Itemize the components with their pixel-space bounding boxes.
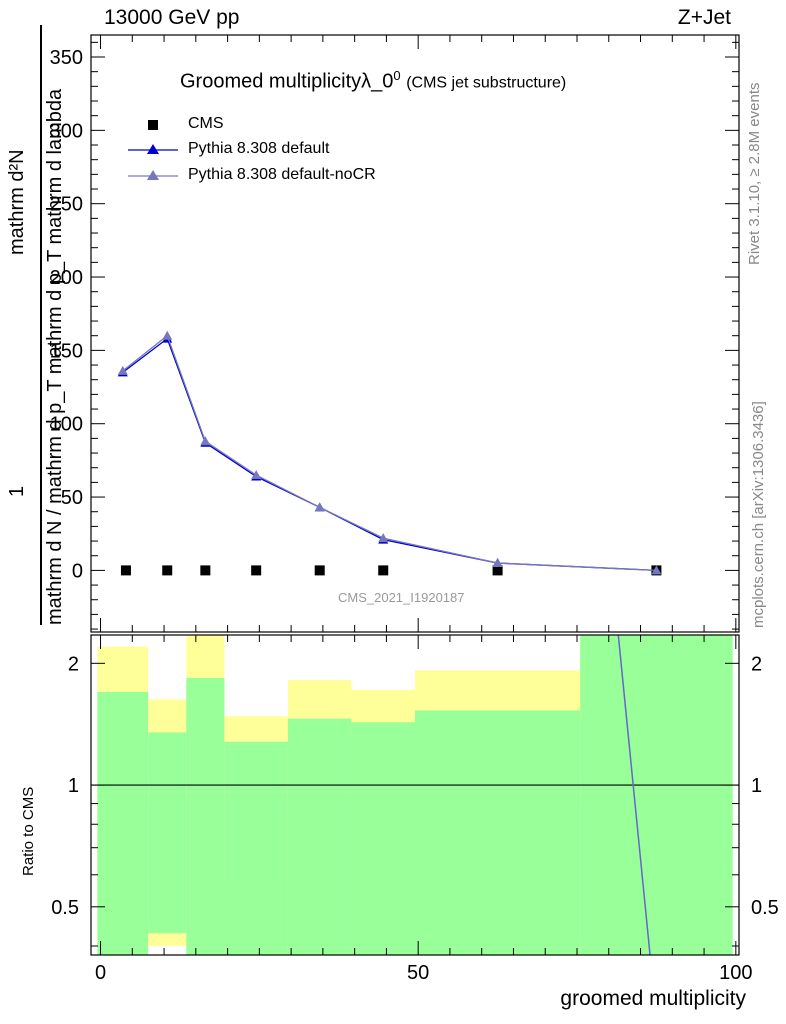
legend-label-pythia-nocr: Pythia 8.308 default-noCR [188,166,376,183]
ratio-band-green-1 [148,732,187,934]
ratio-ylabel: Ratio to CMS [20,786,37,876]
xaxis-title: groomed multiplicity [560,987,746,1010]
ratio-xtick-label: 100 [719,962,752,984]
ratio-ytick-label-right: 1 [751,775,762,797]
axes [90,34,740,956]
cms-data-point-2 [200,565,211,576]
main-ytick-label: 250 [50,194,83,216]
ratio-frame [90,634,740,956]
cms-data-point-4 [314,565,325,576]
main-ytick-label: 200 [50,267,83,289]
legend-marker-2 [147,170,159,180]
legend-label-pythia-default: Pythia 8.308 default [188,140,330,157]
ratio-band-green-2 [186,677,225,955]
analysis-watermark: CMS_2021_I1920187 [338,590,465,605]
main-ytick-label: 350 [50,47,83,69]
series-line-1 [122,337,657,572]
mcplots-label: mcplots.cern.ch [arXiv:1306.3436] [750,401,767,628]
cms-data-point-0 [120,565,131,576]
ratio-mc-line [617,634,651,956]
main-ytick-label: 50 [61,487,83,509]
ratio-xtick-label: 0 [95,962,106,984]
ratio-ytick-label-left: 1 [68,775,79,797]
ylabel-denominator: mathrm d N / mathrm d p_T mathrm d p_T m… [44,88,66,625]
energy-label: 13000 GeV pp [104,6,240,29]
main-ylabel: 1 mathrm d²N mathrm d N / mathrm d p_T m… [2,25,80,625]
series-line-2 [122,334,657,572]
ylabel-prefix: 1 [6,485,28,497]
main-series [117,330,662,576]
ratio-band-green-3 [224,741,288,955]
series-2-marker-5 [378,533,389,543]
ratio-ytick-label-right: 0.5 [751,897,779,919]
cms-data-point-5 [378,565,389,576]
ratio-band-green-4 [287,718,352,955]
main-ytick-label: 0 [72,560,83,582]
cms-data-point-1 [162,565,173,576]
chart-title: Groomed multiplicityλ_00 (CMS jet substr… [180,68,566,94]
ratio-lines [91,634,739,956]
ylabel-fraction-bar [40,25,42,625]
series-2-marker-7 [651,565,662,575]
ratio-ytick-label-right: 2 [751,653,762,675]
chart-title-superscript: 0 [393,68,401,83]
legend-marker-1 [147,144,159,154]
ylabel-numerator-text: mathrm d²N [6,149,28,255]
cms-data-point-3 [251,565,262,576]
series-2-marker-0 [117,365,128,375]
ratio-bands [97,635,733,955]
ylabel-numerator: mathrm d²N [6,149,29,255]
ratio-band-green-6 [415,710,581,955]
main-ytick-label: 100 [50,414,83,436]
process-label: Z+Jet [677,6,731,29]
ratio-xtick-label: 50 [407,962,429,984]
rivet-version-label: Rivet 3.1.10, ≥ 2.8M events [746,82,763,266]
main-ytick-label: 150 [50,340,83,362]
ticks: 0 50 100 150 200 250 300 350 0 50 100 0.5 0.5 1 1 2 2 [50,35,779,984]
ratio-band-green-7 [580,635,733,955]
series-2-marker-1 [162,330,173,340]
ratio-band-green-5 [351,722,415,955]
series-2-marker-4 [314,502,325,512]
cms-data-point-6 [492,565,503,576]
main-ytick-label: 300 [50,120,83,142]
legend [128,120,178,180]
series-2-marker-6 [492,558,503,568]
legend-marker-cms [148,120,158,130]
chart-subtitle: (CMS jet substructure) [406,74,567,92]
ratio-band-green-0 [97,691,149,955]
series-2-marker-3 [251,470,262,480]
legend-label-cms: CMS [188,115,224,132]
main-frame [90,34,740,633]
chart-title-text: Groomed multiplicityλ_0 [180,70,394,93]
ratio-ytick-label-left: 0.5 [51,897,79,919]
ratio-ytick-label-left: 2 [68,653,79,675]
series-2-marker-2 [200,436,211,446]
